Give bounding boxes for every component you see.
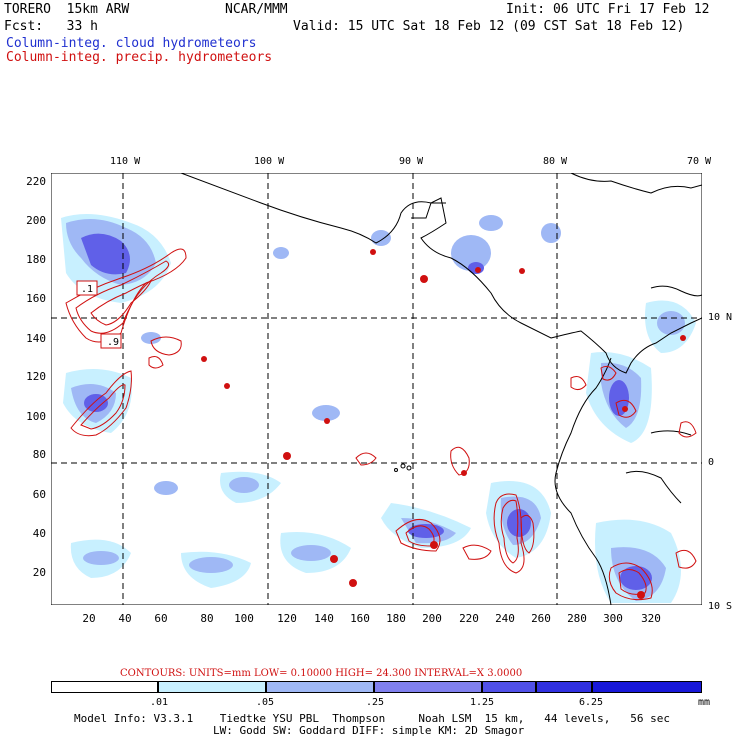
x-tick: 40 xyxy=(118,612,132,625)
coastlines xyxy=(180,173,702,605)
x-tick: 160 xyxy=(350,612,370,625)
y-tick: 160 xyxy=(26,292,46,305)
model-physics: LW: Godd SW: Goddard DIFF: simple KM: 2D… xyxy=(213,724,525,737)
colorbar-label: 6.25 xyxy=(579,697,604,708)
y-tick: 40 xyxy=(32,527,46,540)
contour-label: .9 xyxy=(107,337,119,348)
x-tick: 240 xyxy=(495,612,515,625)
x-tick: 120 xyxy=(277,612,297,625)
colorbar-bin xyxy=(536,681,592,693)
x-tick: 220 xyxy=(459,612,479,625)
contour-label: .1 xyxy=(81,284,93,295)
forecast-hour: Fcst: 33 h xyxy=(4,19,98,34)
graticule xyxy=(51,173,702,605)
y-tick: 60 xyxy=(32,488,46,501)
init-time: Init: 06 UTC Fri 17 Feb 12 xyxy=(506,2,710,17)
x-tick: 180 xyxy=(386,612,406,625)
y-tick: 20 xyxy=(32,566,46,579)
x-tick: 80 xyxy=(200,612,214,625)
colorbar-bin xyxy=(158,681,266,693)
x-tick: 200 xyxy=(422,612,442,625)
field-precip-label: Column-integ. precip. hydrometeors xyxy=(6,50,273,65)
lat-label-0: 0 xyxy=(708,457,715,468)
x-tick: 100 xyxy=(234,612,254,625)
y-tick: 180 xyxy=(26,253,46,266)
colorbar-bin xyxy=(482,681,536,693)
colorbar-bin xyxy=(592,681,702,693)
colorbar-label: .01 xyxy=(150,697,169,708)
x-tick: 320 xyxy=(641,612,661,625)
model-info: Model Info: V3.3.1 Tiedtke YSU PBL Thomp… xyxy=(74,712,671,725)
lat-label-10s: 10 S xyxy=(708,601,733,612)
colorbar-label: .25 xyxy=(366,697,385,708)
model-title: TORERO 15km ARW xyxy=(4,2,130,17)
colorbar-label: .05 xyxy=(256,697,275,708)
lon-label-100w: 100 W xyxy=(254,156,285,167)
lon-label-80w: 80 W xyxy=(543,156,568,167)
forecast-map: .1 .9 xyxy=(51,173,702,605)
lon-label-70w: 70 W xyxy=(687,156,712,167)
precip-cores xyxy=(201,249,686,599)
y-tick: 220 xyxy=(26,175,46,188)
colorbar-units: mm xyxy=(698,697,711,708)
colorbar-label: 1.25 xyxy=(470,697,495,708)
lat-label-10n: 10 N xyxy=(708,312,733,323)
field-cloud-label: Column-integ. cloud hydrometeors xyxy=(6,36,257,51)
cloud-hydrometeor-shading xyxy=(61,214,696,603)
colorbar-bin xyxy=(374,681,482,693)
y-tick: 140 xyxy=(26,332,46,345)
y-tick: 80 xyxy=(32,448,46,461)
lon-label-90w: 90 W xyxy=(399,156,424,167)
organization-label: NCAR/MMM xyxy=(225,2,288,17)
x-tick: 20 xyxy=(82,612,96,625)
colorbar-bin xyxy=(266,681,374,693)
x-tick: 140 xyxy=(314,612,334,625)
y-tick: 120 xyxy=(26,370,46,383)
lon-label-110w: 110 W xyxy=(110,156,141,167)
x-tick: 60 xyxy=(154,612,168,625)
x-tick: 260 xyxy=(531,612,551,625)
contour-labels: .1 .9 xyxy=(76,280,122,349)
contours-info: CONTOURS: UNITS=mm LOW= 0.10000 HIGH= 24… xyxy=(120,668,523,679)
y-tick: 200 xyxy=(26,214,46,227)
colorbar-bin xyxy=(51,681,158,693)
valid-time: Valid: 15 UTC Sat 18 Feb 12 (09 CST Sat … xyxy=(293,19,685,34)
y-tick: 100 xyxy=(26,410,46,423)
x-tick: 300 xyxy=(603,612,623,625)
x-tick: 280 xyxy=(567,612,587,625)
precip-contours xyxy=(65,248,697,601)
